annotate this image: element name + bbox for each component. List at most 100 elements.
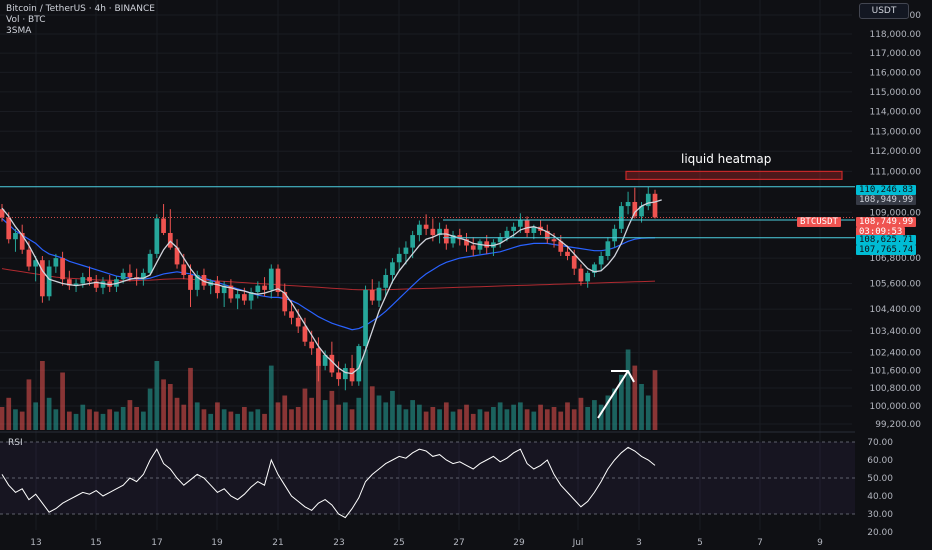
candle-body: [309, 341, 315, 349]
currency-button[interactable]: USDT: [859, 3, 909, 19]
volume-bar: [268, 365, 274, 430]
candle-body: [612, 228, 617, 242]
rsi-tick-label: 40.00: [867, 492, 893, 502]
volume-bar: [295, 407, 301, 430]
arrow-head: [611, 370, 635, 383]
candle-body: [46, 266, 52, 297]
candle-body: [376, 287, 382, 301]
candle-body: [585, 272, 591, 282]
candle-body: [302, 326, 308, 342]
candle-body: [262, 285, 267, 290]
candle-body: [592, 264, 597, 273]
candle-body: [524, 220, 530, 233]
volume-bars: [0, 349, 658, 430]
volume-bar: [592, 400, 597, 430]
volume-bar: [248, 411, 254, 430]
time-tick-label: 7: [757, 538, 763, 548]
volume-bar: [302, 388, 308, 430]
candle-body: [26, 249, 32, 267]
candle-body: [53, 258, 59, 267]
candle-body: [639, 206, 644, 217]
volume-bar: [578, 397, 584, 430]
volume-bar: [188, 367, 193, 430]
arrow-shaft: [597, 370, 629, 419]
candle-body: [13, 232, 18, 240]
resistance-price-tag: 110,246.83: [856, 185, 917, 195]
candle-body: [450, 235, 456, 244]
candle-body: [161, 218, 166, 233]
volume-bar: [147, 388, 153, 430]
candle-body: [625, 201, 631, 207]
volume-bar: [369, 386, 375, 430]
rsi-tick-label: 60.00: [867, 456, 893, 466]
candle-body: [188, 274, 193, 290]
volume-bar: [208, 413, 214, 430]
candle-body: [120, 272, 126, 280]
volume-bar: [363, 349, 368, 430]
volume-bar: [80, 404, 86, 430]
volume-bar: [551, 407, 557, 430]
volume-bar: [174, 397, 180, 430]
candle-body: [322, 354, 328, 366]
volume-bar: [504, 409, 510, 430]
candle-body: [167, 232, 173, 248]
time-tick-label: 5: [697, 538, 703, 548]
candle-body: [477, 241, 483, 250]
candle-body: [154, 218, 160, 254]
bar-countdown-tag: 03:09:53: [856, 227, 906, 237]
heatmap-annotation-label: liquid heatmap: [681, 152, 772, 166]
volume-bar: [161, 379, 166, 430]
candle-body: [6, 217, 12, 240]
sma-indicator-label[interactable]: 3SMA: [6, 26, 32, 36]
candle-body: [275, 268, 281, 293]
candle-body: [174, 247, 180, 265]
rsi-tick-label: 20.00: [867, 528, 893, 538]
ma-fast-path: [1, 199, 662, 375]
volume-bar: [585, 407, 591, 430]
candle-body: [430, 228, 436, 236]
candle-body: [80, 277, 86, 284]
volume-bar: [134, 407, 139, 430]
volume-bar: [33, 402, 39, 430]
candle-body: [578, 268, 584, 282]
rsi-line: [1, 446, 656, 519]
candle-body: [87, 277, 92, 282]
candle-body: [235, 294, 240, 299]
liquid-heatmap-box: [625, 170, 843, 181]
rsi-indicator-label[interactable]: RSI: [8, 438, 23, 448]
candle-body: [329, 354, 335, 373]
candle-body: [417, 224, 422, 236]
candle-body: [93, 281, 99, 288]
candle-body: [497, 237, 503, 243]
candle-body: [342, 368, 348, 380]
candle-body: [598, 255, 604, 265]
price-tick-label: 105,600.00: [869, 279, 921, 289]
price-tick-label: 109,000.00: [869, 208, 921, 218]
volume-bar: [410, 400, 416, 430]
time-tick-label: Jul: [572, 538, 584, 548]
price-tick-label: 117,000.00: [869, 49, 921, 59]
symbol-price-tag: BTCUSDT: [797, 217, 841, 227]
up-arrow-annotation: [597, 370, 635, 419]
ma-fast-price-tag: 108,625.71: [856, 235, 917, 245]
price-tick-label: 112,000.00: [869, 147, 921, 157]
candle-body: [504, 230, 510, 238]
volume-bar: [53, 409, 59, 430]
candle-body: [73, 283, 79, 286]
ma-long-line: [1, 268, 656, 291]
volume-bar: [430, 407, 436, 430]
candle-body: [518, 220, 523, 227]
price-tick-label: 113,000.00: [869, 127, 921, 137]
volume-bar: [437, 409, 442, 430]
volume-bar: [6, 397, 12, 430]
volume-bar: [282, 395, 288, 430]
volume-bar: [262, 413, 267, 430]
volume-bar: [491, 407, 496, 430]
volume-indicator-label[interactable]: Vol · BTC: [6, 15, 46, 25]
volume-bar: [544, 409, 550, 430]
volume-bar: [524, 409, 530, 430]
volume-bar: [531, 411, 537, 430]
symbol-title[interactable]: Bitcoin / TetherUS · 4h · BINANCE: [6, 4, 155, 14]
volume-bar: [46, 397, 52, 430]
